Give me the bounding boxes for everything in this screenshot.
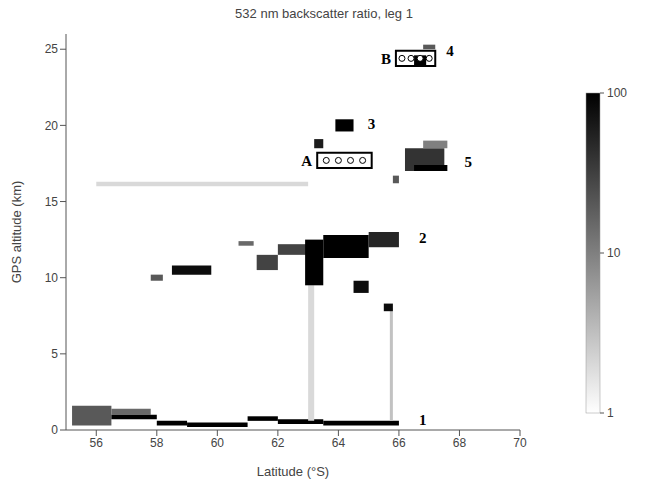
svg-text:58: 58	[150, 436, 164, 450]
svg-text:B: B	[381, 51, 391, 67]
svg-text:10: 10	[45, 271, 59, 285]
svg-text:1: 1	[607, 406, 614, 420]
svg-text:15: 15	[45, 195, 59, 209]
svg-text:5: 5	[464, 154, 472, 170]
svg-text:64: 64	[332, 436, 346, 450]
svg-text:25: 25	[45, 42, 59, 56]
svg-text:62: 62	[271, 436, 285, 450]
svg-text:2: 2	[419, 230, 427, 246]
svg-text:0: 0	[51, 423, 58, 437]
svg-text:56: 56	[90, 436, 104, 450]
svg-text:A: A	[301, 153, 312, 169]
html-text:532 nm backscatter ratio, leg: 532 nm backscatter ratio, leg 1	[235, 6, 413, 21]
svg-text:4: 4	[446, 43, 454, 59]
svg-text:68: 68	[453, 436, 467, 450]
svg-text:3: 3	[368, 116, 376, 132]
svg-text:10: 10	[607, 246, 621, 260]
svg-text:5: 5	[51, 347, 58, 361]
svg-text:GPS altitude (km): GPS altitude (km)	[9, 181, 24, 284]
svg-text:100: 100	[607, 86, 627, 100]
svg-text:1: 1	[419, 412, 427, 428]
svg-text:20: 20	[45, 119, 59, 133]
svg-text:60: 60	[211, 436, 225, 450]
svg-text:66: 66	[392, 436, 406, 450]
svg-text:Latitude (°S): Latitude (°S)	[257, 464, 329, 479]
svg-text:70: 70	[513, 436, 527, 450]
